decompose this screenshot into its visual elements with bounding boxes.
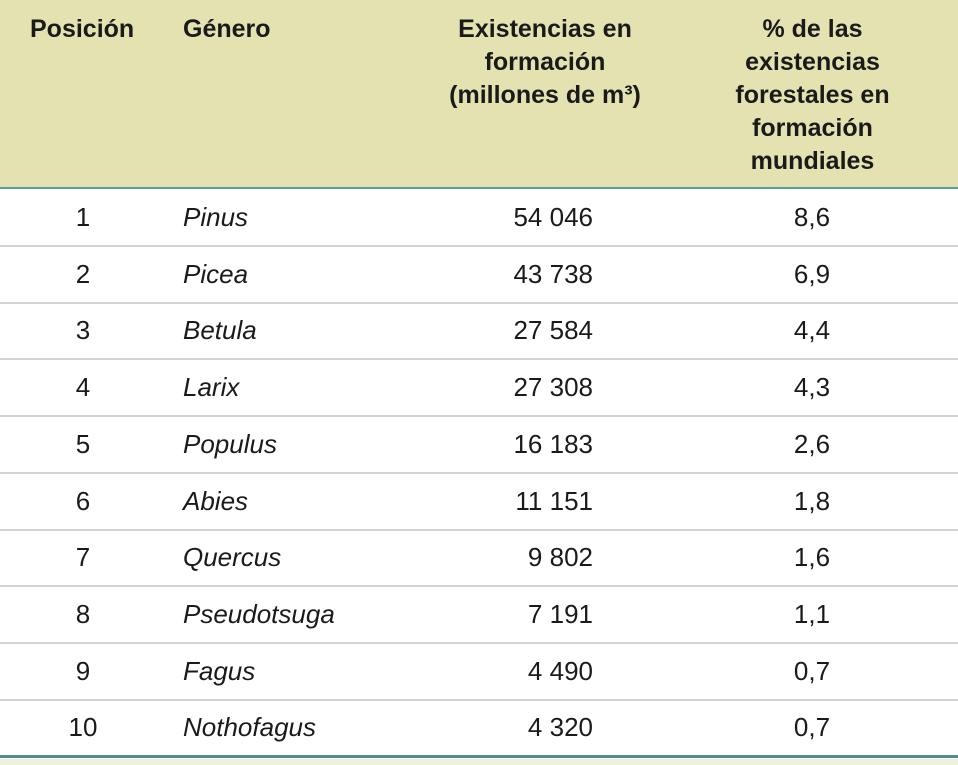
cell-percent: 8,6	[793, 202, 831, 232]
table-footer-band	[0, 759, 958, 765]
table-row: 9 Fagus 4 490 0,7	[0, 643, 958, 701]
cell-position: 3	[75, 315, 91, 346]
cell-stock: 7 191	[527, 598, 593, 629]
cell-position: 4	[75, 372, 91, 403]
cell-genus: Abies	[183, 485, 249, 516]
cell-position: 10	[68, 712, 98, 743]
cell-position: 1	[75, 202, 91, 232]
cell-stock: 16 183	[513, 428, 593, 459]
cell-genus: Quercus	[183, 542, 282, 573]
table-row: 3 Betula 27 584 4,4	[0, 302, 958, 361]
cell-genus: Betula	[183, 315, 257, 346]
header-stock: Existencias en formación (millones de m³…	[449, 15, 641, 109]
cell-percent: 1,6	[793, 542, 831, 573]
cell-position: 6	[75, 485, 91, 516]
cell-position: 8	[75, 598, 91, 629]
table-row: 4 Larix 27 308 4,3	[0, 359, 958, 418]
table-row: 1 Pinus 54 046 8,6	[0, 189, 958, 247]
cell-percent: 2,6	[793, 428, 831, 459]
header-percent: % de las existencias forestales en forma…	[735, 15, 890, 175]
table-header: Posición Género Existencias en formación…	[0, 0, 958, 189]
table-row: 6 Abies 11 151 1,8	[0, 473, 958, 531]
cell-position: 2	[75, 258, 91, 289]
header-position: Posición	[30, 15, 135, 43]
cell-percent: 1,1	[793, 598, 831, 629]
cell-stock: 27 308	[513, 372, 593, 403]
table-row: 7 Quercus 9 802 1,6	[0, 529, 958, 588]
cell-genus: Larix	[183, 372, 240, 403]
cell-genus: Fagus	[183, 655, 256, 686]
cell-stock: 4 320	[527, 712, 593, 743]
table-row: 8 Pseudotsuga 7 191 1,1	[0, 586, 958, 644]
cell-genus: Populus	[183, 428, 277, 459]
cell-percent: 1,8	[793, 485, 831, 516]
cell-position: 5	[75, 428, 91, 459]
cell-genus: Picea	[183, 258, 249, 289]
table-row: 5 Populus 16 183 2,6	[0, 416, 958, 474]
cell-position: 7	[75, 542, 91, 573]
cell-percent: 4,4	[793, 315, 831, 346]
cell-stock: 4 490	[527, 655, 593, 686]
cell-genus: Pinus	[183, 202, 249, 232]
cell-stock: 43 738	[513, 258, 593, 289]
cell-percent: 0,7	[793, 655, 831, 686]
cell-percent: 6,9	[793, 258, 831, 289]
cell-percent: 4,3	[793, 372, 831, 403]
table-row: 2 Picea 43 738 6,9	[0, 246, 958, 304]
cell-stock: 27 584	[513, 315, 593, 346]
cell-stock: 54 046	[513, 202, 593, 232]
cell-percent: 0,7	[793, 712, 831, 743]
cell-position: 9	[75, 655, 91, 686]
cell-stock: 11 151	[515, 485, 593, 516]
cell-genus: Pseudotsuga	[183, 598, 335, 629]
header-genus: Género	[183, 15, 271, 43]
cell-genus: Nothofagus	[183, 712, 316, 743]
table-row: 10 Nothofagus 4 320 0,7	[0, 699, 958, 759]
cell-stock: 9 802	[527, 542, 593, 573]
